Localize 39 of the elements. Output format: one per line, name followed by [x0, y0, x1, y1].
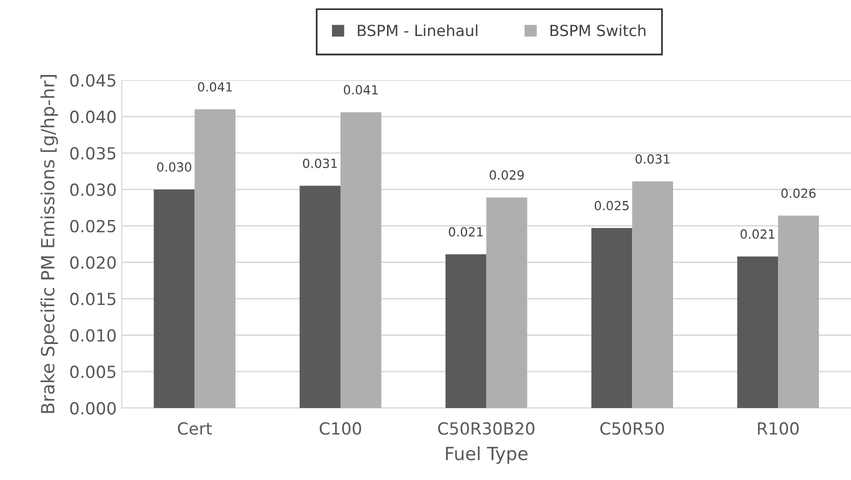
text: 0.000: [70, 402, 116, 415]
bar: [446, 254, 486, 408]
bar: [340, 112, 382, 408]
text: 0.020: [70, 256, 116, 269]
x-tick-label: C50R30B20: [438, 422, 534, 435]
text: 0.045: [70, 74, 116, 87]
data-label: 0.031: [636, 154, 670, 164]
data-label: 0.026: [781, 188, 816, 198]
x-tick-label: C100: [320, 422, 362, 435]
text: 0.015: [70, 292, 116, 306]
data-label: 0.041: [344, 85, 378, 95]
data-label: 0.031: [302, 158, 337, 168]
data-label: 0.021: [448, 227, 483, 237]
bar: [591, 228, 632, 408]
text: 0.040: [70, 110, 116, 124]
data-label: 0.025: [594, 200, 629, 210]
bar: [194, 109, 236, 408]
bar: [154, 189, 195, 408]
bar: [737, 256, 778, 408]
bar: [778, 216, 819, 408]
data-label: 0.041: [198, 82, 232, 92]
bar: [632, 181, 674, 408]
legend-label: BSPM - Linehaul: [358, 24, 478, 36]
text: 0.010: [70, 329, 116, 342]
data-label: 0.030: [157, 162, 192, 172]
y-axis-title: Brake Specific PM Emissions [g/hp-hr]: [40, 75, 58, 413]
x-tick-label: R100: [758, 422, 799, 435]
text: 0.030: [70, 183, 116, 196]
x-axis-title: Fuel Type: [446, 446, 528, 464]
legend-label: BSPM Switch: [550, 24, 646, 36]
data-label: 0.021: [740, 229, 774, 239]
x-tick-label: C50R50: [600, 422, 664, 435]
bar: [300, 186, 340, 408]
data-label: 0.029: [490, 170, 524, 180]
text: 0.025: [70, 220, 116, 232]
bar: [486, 197, 528, 408]
x-tick-label: Cert: [178, 422, 212, 435]
text: 0.005: [70, 366, 116, 378]
text: 0.035: [70, 146, 116, 160]
